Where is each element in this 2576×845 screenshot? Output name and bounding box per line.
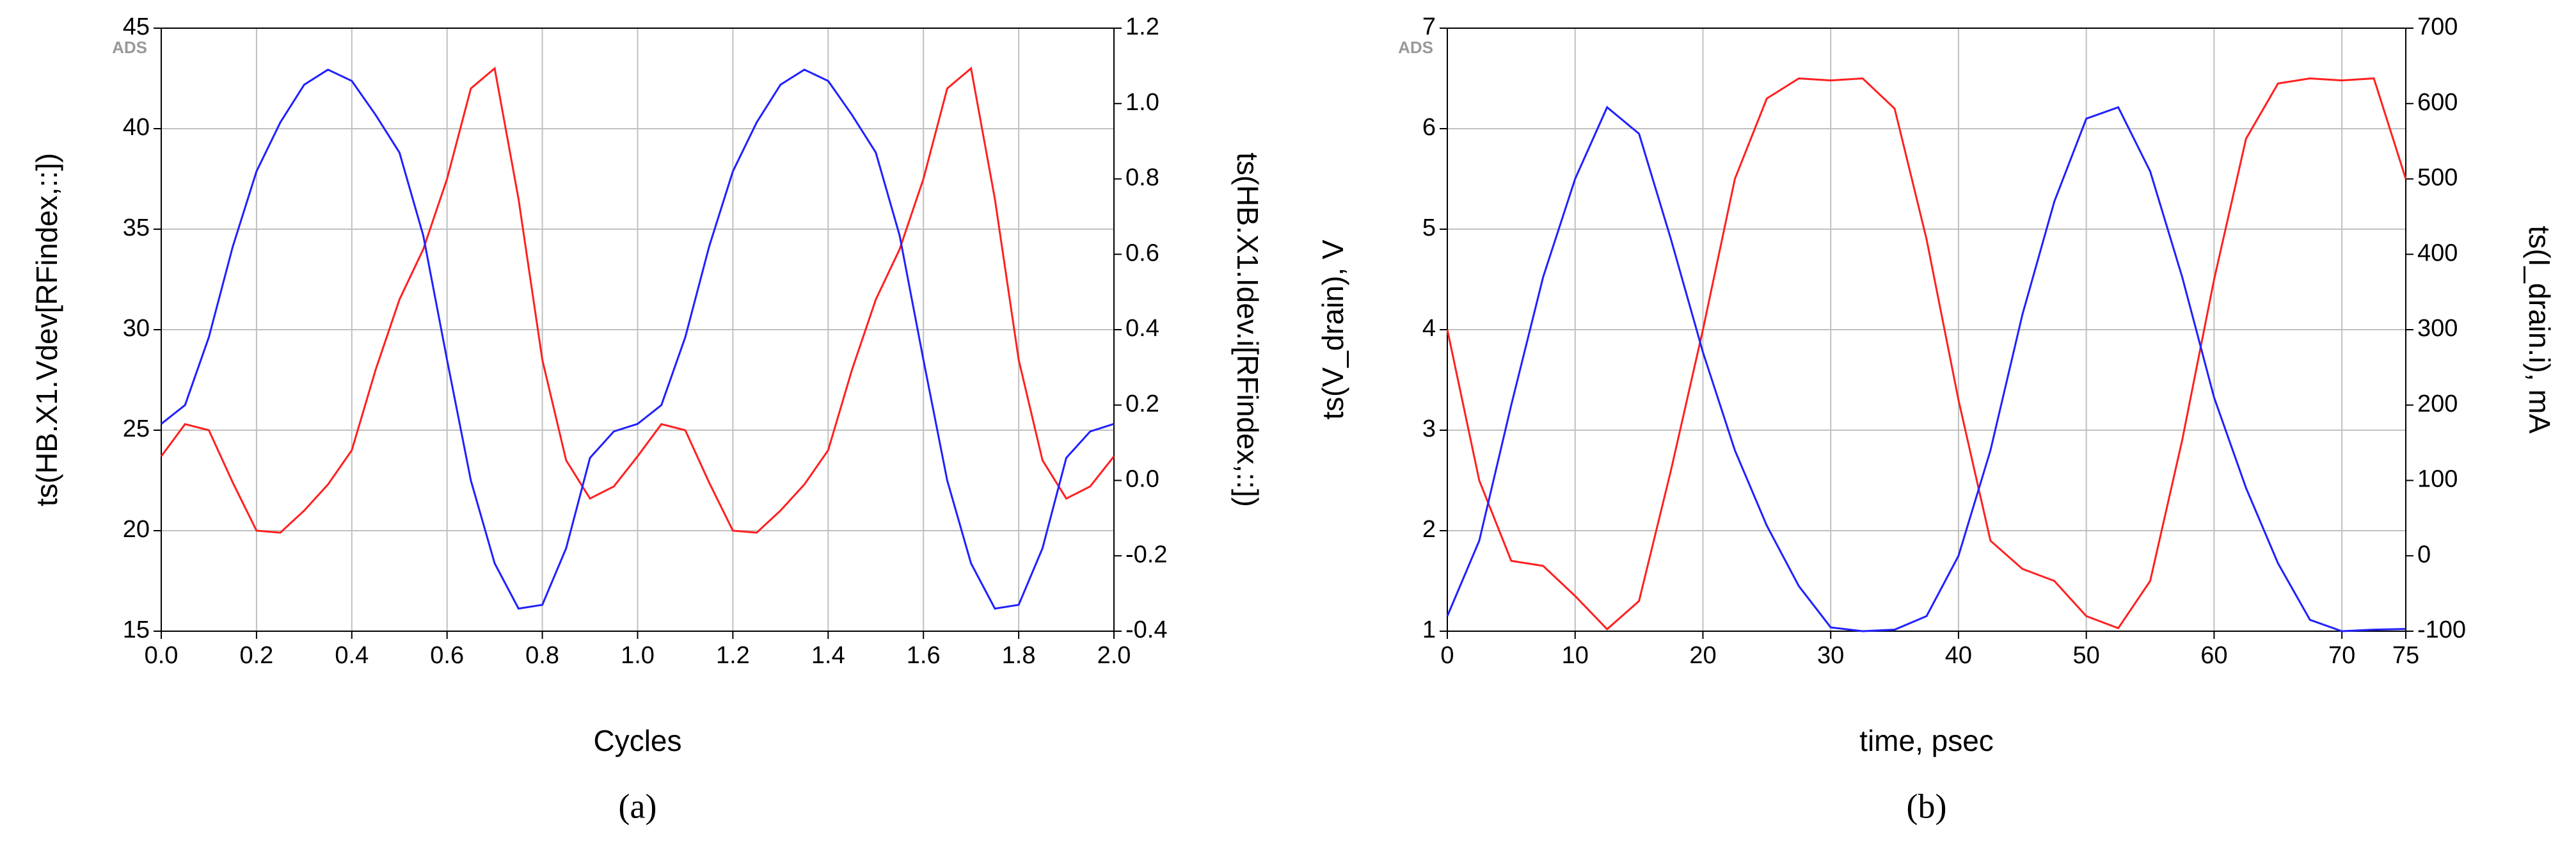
caption: (b) bbox=[1907, 787, 1947, 825]
y-tick-label: 20 bbox=[123, 516, 150, 543]
x-tick-label: 0.2 bbox=[239, 642, 273, 669]
x-tick-label: 0.6 bbox=[430, 642, 464, 669]
y2-tick-label: -100 bbox=[2417, 616, 2466, 643]
x-tick-label: 0.8 bbox=[525, 642, 559, 669]
y2-tick-label: -0.4 bbox=[1125, 616, 1167, 643]
y2-tick-label: 500 bbox=[2417, 165, 2458, 191]
y-tick-label: 40 bbox=[123, 114, 150, 141]
y-tick-label: 45 bbox=[123, 13, 150, 40]
y-tick-label: 15 bbox=[123, 616, 150, 643]
series-line bbox=[160, 66, 1115, 534]
x-tick-label: 1.4 bbox=[811, 642, 845, 669]
y-axis-title: ts(V_drain), V bbox=[1316, 239, 1349, 420]
y2-tick-label: 700 bbox=[2417, 13, 2458, 40]
x-tick-label: 0 bbox=[1440, 642, 1454, 669]
y-tick-label: 35 bbox=[123, 214, 150, 241]
y2-tick-label: 600 bbox=[2417, 89, 2458, 116]
x-tick-label: 60 bbox=[2200, 642, 2227, 669]
y2-axis-title: ts(I_drain.i), mA bbox=[2523, 226, 2556, 434]
y-tick-label: 25 bbox=[123, 415, 150, 442]
y-tick-label: 7 bbox=[1422, 13, 1436, 40]
y2-tick-label: 0 bbox=[2417, 541, 2431, 568]
y2-tick-label: 0.6 bbox=[1125, 239, 1159, 266]
caption: (a) bbox=[619, 787, 657, 825]
y-tick-label: 6 bbox=[1422, 114, 1436, 141]
x-tick-label: 0.0 bbox=[145, 642, 179, 669]
x-axis-title: Cycles bbox=[593, 724, 681, 757]
x-tick-label: 70 bbox=[2328, 642, 2355, 669]
x-tick-label: 1.2 bbox=[716, 642, 750, 669]
y2-tick-label: 300 bbox=[2417, 315, 2458, 342]
y-tick-label: 5 bbox=[1422, 214, 1436, 241]
series-line bbox=[1446, 106, 2406, 632]
y-tick-label: 1 bbox=[1422, 616, 1436, 643]
y2-tick-label: 1.0 bbox=[1125, 89, 1159, 116]
x-tick-label: 30 bbox=[1817, 642, 1844, 669]
y-tick-label: 4 bbox=[1422, 315, 1436, 342]
y2-tick-label: 100 bbox=[2417, 466, 2458, 493]
x-tick-label: 1.6 bbox=[907, 642, 941, 669]
y-tick-label: 2 bbox=[1422, 516, 1436, 543]
x-tick-label: 1.8 bbox=[1002, 642, 1036, 669]
x-tick-label: 1.0 bbox=[621, 642, 655, 669]
x-tick-label: 20 bbox=[1689, 642, 1716, 669]
x-tick-label: 75 bbox=[2392, 642, 2419, 669]
x-tick-label: 50 bbox=[2073, 642, 2100, 669]
y2-tick-label: 0.2 bbox=[1125, 390, 1159, 417]
y2-tick-label: 200 bbox=[2417, 390, 2458, 417]
y2-tick-label: 0.8 bbox=[1125, 165, 1159, 191]
x-tick-label: 2.0 bbox=[1097, 642, 1131, 669]
y2-tick-label: 1.2 bbox=[1125, 13, 1159, 40]
watermark: ADS bbox=[112, 38, 147, 57]
y2-tick-label: 0.0 bbox=[1125, 466, 1159, 493]
plot-frame bbox=[161, 28, 1115, 632]
y-tick-label: 30 bbox=[123, 315, 150, 342]
watermark: ADS bbox=[1398, 38, 1433, 57]
y-axis-title: ts(HB.X1.Vdev[RFindex,::]) bbox=[30, 153, 63, 506]
y2-axis-title: ts(HB.X1.Idev.i[RFindex,::]) bbox=[1231, 152, 1264, 507]
x-tick-label: 0.4 bbox=[335, 642, 369, 669]
series-line bbox=[1446, 77, 2407, 631]
y2-tick-label: -0.2 bbox=[1125, 541, 1167, 568]
y-tick-label: 3 bbox=[1422, 415, 1436, 442]
series-line bbox=[161, 68, 1115, 610]
y2-tick-label: 0.4 bbox=[1125, 315, 1159, 342]
y2-tick-label: 400 bbox=[2417, 239, 2458, 266]
x-tick-label: 10 bbox=[1562, 642, 1589, 669]
x-axis-title: time, psec bbox=[1859, 724, 1994, 757]
x-tick-label: 40 bbox=[1945, 642, 1972, 669]
